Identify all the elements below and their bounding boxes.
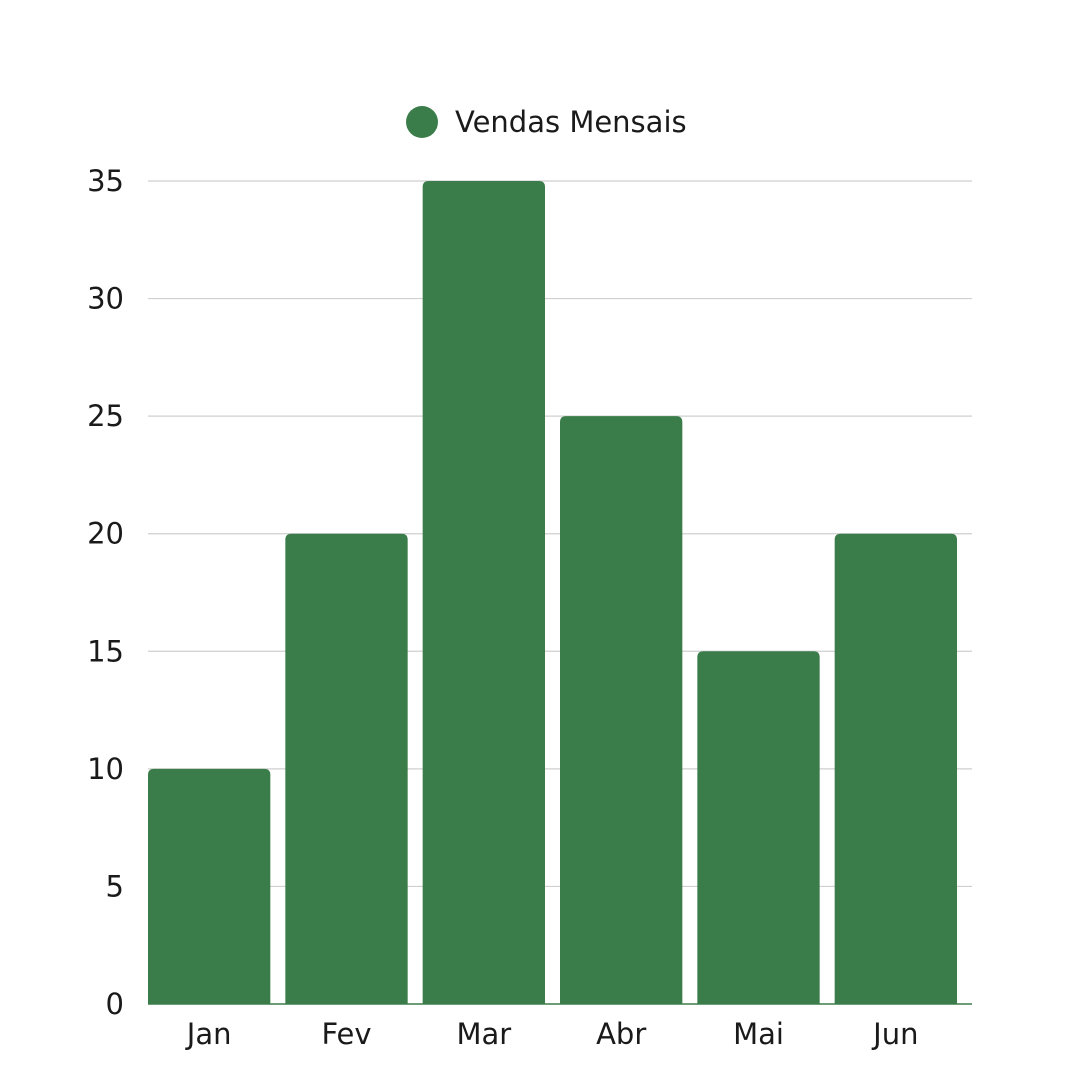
y-axis-ticks: 0 5 10 15 20 25 30 35: [87, 164, 124, 1021]
bar-mar[interactable]: [422, 181, 545, 1004]
bar-mai[interactable]: [697, 651, 820, 1004]
y-tick-label: 0: [106, 987, 124, 1021]
y-tick-label: 25: [87, 399, 124, 433]
bar-fev[interactable]: [285, 533, 408, 1004]
x-tick-label: Mar: [456, 1017, 511, 1051]
x-tick-label: Jun: [871, 1017, 918, 1051]
x-tick-label: Jan: [185, 1017, 232, 1051]
legend-swatch: [406, 106, 438, 138]
legend: Vendas Mensais: [406, 105, 687, 139]
bar-jun[interactable]: [834, 533, 957, 1004]
y-tick-label: 15: [87, 634, 124, 668]
y-tick-label: 30: [87, 282, 124, 316]
bars: [148, 181, 957, 1005]
y-tick-label: 35: [87, 164, 124, 198]
bar-abr[interactable]: [560, 416, 683, 1005]
x-tick-label: Fev: [321, 1017, 371, 1051]
x-tick-label: Mai: [733, 1017, 784, 1051]
x-tick-label: Abr: [596, 1017, 646, 1051]
legend-label: Vendas Mensais: [455, 105, 687, 139]
bar-jan[interactable]: [148, 768, 271, 1004]
y-tick-label: 20: [87, 517, 124, 551]
x-axis-ticks: Jan Fev Mar Abr Mai Jun: [185, 1017, 919, 1051]
y-tick-label: 5: [106, 869, 124, 903]
y-tick-label: 10: [87, 752, 124, 786]
